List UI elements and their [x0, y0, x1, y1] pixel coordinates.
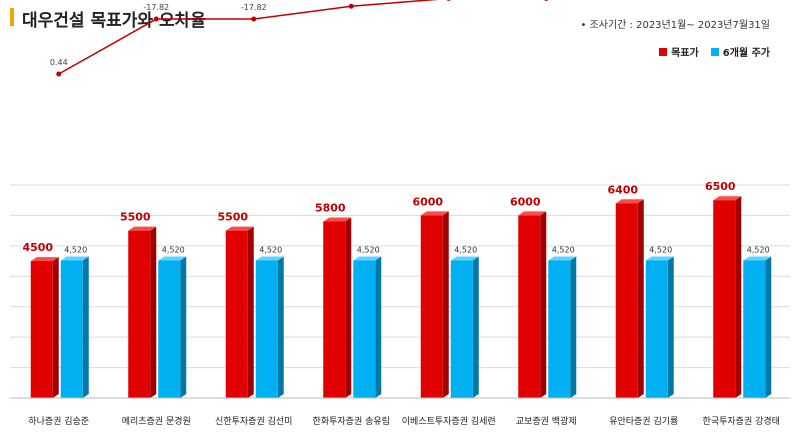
price-bar-top [450, 256, 479, 261]
error-rate-label: 0.44 [50, 58, 68, 67]
price-bar-top [743, 256, 772, 261]
target-value-label: 6000 [510, 195, 541, 208]
legend-label-price: 6개월 주가 [722, 48, 770, 59]
price-value-label: 4,520 [259, 245, 282, 254]
error-rate-point [544, 0, 549, 1]
price-bar-side [82, 256, 89, 398]
price-value-label: 4,520 [747, 245, 770, 254]
target-bar [225, 230, 248, 398]
price-bar-top [353, 256, 382, 261]
price-bar-top [548, 256, 577, 261]
price-value-label: 4,520 [454, 245, 477, 254]
survey-period: • 조사기간 : 2023년1월~ 2023년7월31일 [580, 20, 770, 31]
chart-title: 대우건설 목표가와 오차율 [22, 11, 206, 31]
legend-swatch-price [710, 47, 719, 56]
target-bar [30, 261, 53, 398]
target-bar-side [150, 226, 157, 398]
price-value-label: 4,520 [649, 245, 672, 254]
target-bar-top [128, 226, 157, 231]
target-bar-side [442, 211, 449, 398]
target-bar-top [225, 226, 254, 231]
price-bar-side [375, 256, 382, 398]
target-bar [615, 203, 638, 398]
target-value-label: 4500 [22, 241, 53, 254]
category-label: 한국투자증권 강경태 [703, 415, 780, 427]
price-bar [60, 260, 83, 398]
target-bar-top [323, 217, 352, 222]
error-rate-point [446, 0, 451, 1]
price-bar [548, 260, 571, 398]
target-value-label: 5800 [315, 202, 346, 215]
category-label: 메리츠증권 문경원 [122, 415, 191, 427]
price-bar-top [255, 256, 284, 261]
price-bar-side [667, 256, 674, 398]
price-bar [158, 260, 181, 398]
legend-item-price: 6개월 주가 [710, 44, 770, 59]
target-bar [420, 215, 443, 398]
price-bar [255, 260, 278, 398]
category-label: 신한투자증권 김선미 [215, 415, 292, 427]
target-value-label: 6500 [705, 180, 736, 193]
target-bar-side [345, 217, 352, 398]
legend: 목표가 6개월 주가 [659, 44, 770, 59]
target-value-label: 5500 [120, 211, 151, 224]
target-bar [128, 230, 151, 398]
target-value-label: 5500 [217, 211, 248, 224]
category-label: 교보증권 백광제 [516, 415, 577, 427]
target-value-label: 6000 [412, 195, 443, 208]
price-bar [645, 260, 668, 398]
price-value-label: 4,520 [357, 245, 380, 254]
target-bar-side [247, 226, 254, 398]
target-bar [713, 200, 736, 398]
target-bar [323, 221, 346, 398]
category-label: 하나증권 김승준 [28, 415, 89, 427]
target-bar-side [637, 199, 644, 398]
category-label: 한화투자증권 송유림 [313, 415, 390, 427]
title-accent-bar [10, 8, 14, 26]
category-label: 이베스트투자증권 김세련 [402, 415, 496, 427]
price-bar [353, 260, 376, 398]
price-bar-top [645, 256, 674, 261]
price-bar-side [765, 256, 772, 398]
target-value-label: 6400 [607, 183, 638, 196]
target-bar-top [615, 199, 644, 204]
target-bar [518, 215, 541, 398]
error-rate-label: -17.82 [241, 3, 267, 12]
target-bar-side [540, 211, 547, 398]
error-rate-line [58, 0, 439, 75]
error-rate-point [153, 16, 159, 22]
price-value-label: 4,520 [552, 245, 575, 254]
price-bar-side [180, 256, 187, 398]
error-rate-point [251, 16, 257, 22]
error-rate-point [56, 71, 62, 77]
target-bar-top [420, 211, 449, 216]
legend-label-target: 목표가 [671, 48, 699, 59]
legend-item-target: 목표가 [659, 44, 699, 59]
error-rate-point [348, 3, 354, 9]
target-bar-side [52, 257, 59, 398]
price-bar-top [158, 256, 187, 261]
price-bar-side [472, 256, 479, 398]
legend-swatch-target [659, 47, 668, 56]
price-bar-top [60, 256, 89, 261]
target-bar-top [518, 211, 547, 216]
error-rate-label: -17.82 [143, 3, 169, 12]
price-value-label: 4,520 [162, 245, 185, 254]
target-bar-top [30, 257, 59, 262]
price-value-label: 4,520 [64, 245, 87, 254]
category-label: 유안타증권 김기룡 [609, 415, 678, 427]
price-bar [743, 260, 766, 398]
price-bar-side [570, 256, 577, 398]
target-bar-side [735, 196, 742, 398]
price-bar [450, 260, 473, 398]
price-bar-side [277, 256, 284, 398]
target-bar-top [713, 196, 742, 201]
